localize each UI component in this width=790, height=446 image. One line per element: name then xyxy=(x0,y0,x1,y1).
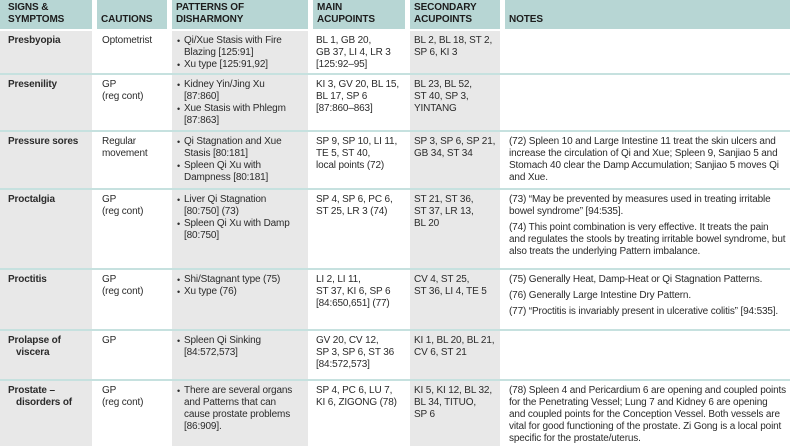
cell-cautions: Regular movement xyxy=(102,136,148,159)
note-paragraph: (73) “May be prevented by measures used … xyxy=(509,194,771,217)
cell-patterns: Kidney Yin/Jing Xu [87:860]Xue Stasis wi… xyxy=(172,75,308,130)
row-divider xyxy=(0,329,790,331)
cell-signs: Presenility xyxy=(0,75,92,130)
cell-cautions: Optometrist xyxy=(102,35,153,46)
cell-notes: (75) Generally Heat, Damp-Heat or Qi Sta… xyxy=(505,270,790,329)
note-paragraph: (72) Spleen 10 and Large Intestine 11 tr… xyxy=(509,136,779,183)
row-divider xyxy=(0,188,790,190)
pattern-item: There are several organs and Patterns th… xyxy=(177,385,306,433)
cell-main-acupoints: GV 20, CV 12, SP 3, SP 6, ST 36 [84:572,… xyxy=(316,335,395,370)
cell-notes xyxy=(505,75,790,130)
cell-secondary-acupoints: BL 23, BL 52, ST 40, SP 3, YINTANG xyxy=(410,75,500,130)
cell-notes xyxy=(505,331,790,379)
cell-notes xyxy=(505,31,790,73)
cell-notes: (73) “May be prevented by measures used … xyxy=(505,190,790,268)
pattern-item: Xu type [125:91,92] xyxy=(177,59,306,71)
row-divider xyxy=(0,130,790,132)
cell-patterns: Qi Stagnation and Xue Stasis [80:181]Spl… xyxy=(172,132,308,188)
table-row-prostate-disorders: Prostate – disorders of GP (reg cont) Th… xyxy=(0,381,790,446)
table-row-presenility: Presenility GP (reg cont) Kidney Yin/Jin… xyxy=(0,75,790,130)
cell-main-acupoints: KI 3, GV 20, BL 15, BL 17, SP 6 [87:860–… xyxy=(316,79,399,114)
row-divider xyxy=(0,73,790,75)
column-header-patterns: PATTERNS OF DISHARMONY xyxy=(172,0,308,29)
row-divider xyxy=(0,379,790,381)
table-row-prolapse-of-viscera: Prolapse of viscera GP Spleen Qi Sinking… xyxy=(0,331,790,379)
cell-notes: (72) Spleen 10 and Large Intestine 11 tr… xyxy=(505,132,790,188)
cell-cautions: GP (reg cont) xyxy=(102,194,144,217)
cell-secondary-acupoints: SP 3, SP 6, SP 21, GB 34, ST 34 xyxy=(410,132,500,188)
pattern-item: Xu type (76) xyxy=(177,286,306,298)
column-header-secondary-acupoints: SECONDARY ACUPOINTS xyxy=(410,0,500,29)
column-header-main-acupoints: MAIN ACUPOINTS xyxy=(313,0,405,29)
cell-signs: Proctitis xyxy=(0,270,92,329)
cell-signs: Prolapse of viscera xyxy=(0,331,92,379)
cell-main-acupoints: SP 4, SP 6, PC 6, ST 25, LR 3 (74) xyxy=(316,194,393,217)
cell-cautions: GP (reg cont) xyxy=(102,79,144,102)
pattern-item: Spleen Qi Sinking [84:572,573] xyxy=(177,335,306,359)
cell-secondary-acupoints: ST 21, ST 36, ST 37, LR 13, BL 20 xyxy=(410,190,500,268)
table-row-presbyopia: Presbyopia Optometrist Qi/Xue Stasis wit… xyxy=(0,31,790,73)
cell-main-acupoints: BL 1, GB 20, GB 37, LI 4, LR 3 [125:92–9… xyxy=(316,35,391,70)
column-header-signs-symptoms: SIGNS & SYMPTOMS xyxy=(0,0,92,29)
note-paragraph: (75) Generally Heat, Damp-Heat or Qi Sta… xyxy=(509,274,763,285)
note-paragraph: (74) This point combination is very effe… xyxy=(509,222,786,257)
pattern-item: Shi/Stagnant type (75) xyxy=(177,274,306,286)
cell-main-acupoints: LI 2, LI 11, ST 37, KI 6, SP 6 [84:650,6… xyxy=(316,274,391,309)
cell-signs: Prostate – disorders of xyxy=(0,381,92,446)
row-divider xyxy=(0,268,790,270)
note-paragraph: (77) “Proctitis is invariably present in… xyxy=(509,306,779,317)
pattern-item: Qi Stagnation and Xue Stasis [80:181] xyxy=(177,136,306,160)
table-row-pressure-sores: Pressure sores Regular movement Qi Stagn… xyxy=(0,132,790,188)
pattern-item: Liver Qi Stagnation [80:750] (73) xyxy=(177,194,306,218)
table-header-row: SIGNS & SYMPTOMS CAUTIONS PATTERNS OF DI… xyxy=(0,0,790,29)
pattern-item: Xue Stasis with Phlegm [87:863] xyxy=(177,103,306,127)
cell-signs: Presbyopia xyxy=(0,31,92,73)
cell-notes: (78) Spleen 4 and Pericardium 6 are open… xyxy=(505,381,790,446)
cell-patterns: Qi/Xue Stasis with Fire Blazing [125:91]… xyxy=(172,31,308,73)
note-paragraph: (76) Generally Large Intestine Dry Patte… xyxy=(509,290,691,301)
cell-patterns: Shi/Stagnant type (75)Xu type (76) xyxy=(172,270,308,329)
pattern-item: Spleen Qi Xu with Dampness [80:181] xyxy=(177,160,306,184)
cell-signs: Proctalgia xyxy=(0,190,92,268)
column-header-cautions: CAUTIONS xyxy=(97,0,167,29)
cell-patterns: Spleen Qi Sinking [84:572,573] xyxy=(172,331,308,379)
cell-secondary-acupoints: BL 2, BL 18, ST 2, SP 6, KI 3 xyxy=(410,31,500,73)
cell-secondary-acupoints: KI 1, BL 20, BL 21, CV 6, ST 21 xyxy=(410,331,500,379)
cell-secondary-acupoints: CV 4, ST 25, ST 36, LI 4, TE 5 xyxy=(410,270,500,329)
cell-cautions: GP (reg cont) xyxy=(102,385,144,408)
note-paragraph: (78) Spleen 4 and Pericardium 6 are open… xyxy=(509,385,787,444)
cell-main-acupoints: SP 9, SP 10, LI 11, TE 5, ST 40, local p… xyxy=(316,136,398,171)
cell-patterns: Liver Qi Stagnation [80:750] (73)Spleen … xyxy=(172,190,308,268)
pattern-item: Qi/Xue Stasis with Fire Blazing [125:91] xyxy=(177,35,306,59)
header-divider xyxy=(0,29,790,31)
cell-patterns: There are several organs and Patterns th… xyxy=(172,381,308,446)
column-header-notes: NOTES xyxy=(505,0,790,29)
cell-signs: Pressure sores xyxy=(0,132,92,188)
pattern-item: Kidney Yin/Jing Xu [87:860] xyxy=(177,79,306,103)
table-row-proctitis: Proctitis GP (reg cont) Shi/Stagnant typ… xyxy=(0,270,790,329)
table-row-proctalgia: Proctalgia GP (reg cont) Liver Qi Stagna… xyxy=(0,190,790,268)
pattern-item: Spleen Qi Xu with Damp [80:750] xyxy=(177,218,306,242)
cell-cautions: GP xyxy=(102,335,117,346)
cell-main-acupoints: SP 4, PC 6, LU 7, KI 6, ZIGONG (78) xyxy=(316,385,397,408)
cell-secondary-acupoints: KI 5, KI 12, BL 32, BL 34, TITUO, SP 6 xyxy=(410,381,500,446)
cell-cautions: GP (reg cont) xyxy=(102,274,144,297)
